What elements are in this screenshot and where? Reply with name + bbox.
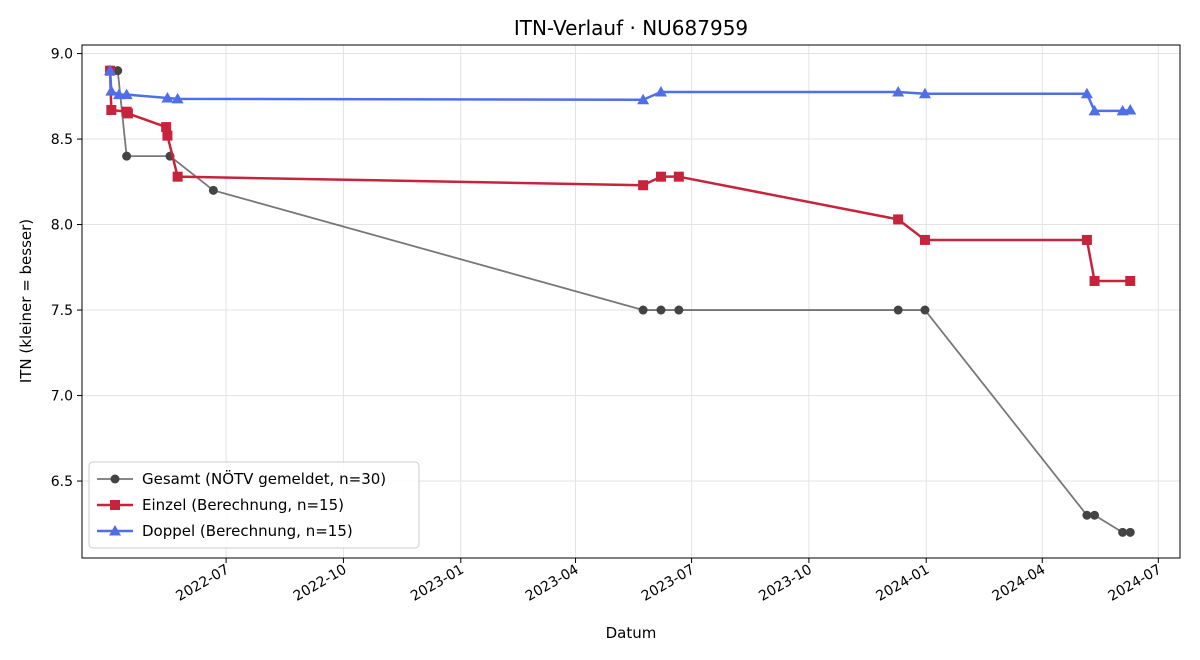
data-point xyxy=(162,130,173,141)
series-line xyxy=(108,70,1131,113)
legend-label: Doppel (Berechnung, n=15) xyxy=(142,522,353,540)
data-point xyxy=(120,88,133,100)
data-point xyxy=(105,85,118,96)
data-point xyxy=(638,180,649,191)
data-point xyxy=(1125,275,1136,286)
x-tick-label: 2022-10 xyxy=(291,562,350,605)
legend: Gesamt (NÖTV gemeldet, n=30) Einzel (Bere… xyxy=(88,461,420,549)
x-tick-label: 2024-07 xyxy=(1106,562,1165,605)
data-point xyxy=(161,92,174,103)
data-point xyxy=(638,305,648,315)
x-tick-label: 2024-01 xyxy=(874,562,933,605)
data-point xyxy=(918,87,931,99)
data-point xyxy=(920,305,930,315)
y-tick-label: 8.5 xyxy=(51,132,73,148)
y-tick-label: 6.5 xyxy=(51,474,73,490)
data-point xyxy=(892,86,905,97)
y-tick-label: 9.0 xyxy=(51,47,73,63)
x-tick-label: 2023-04 xyxy=(523,562,582,605)
data-point xyxy=(656,305,666,315)
data-point xyxy=(113,66,123,76)
y-tick-label: 7.0 xyxy=(51,389,73,405)
data-point xyxy=(1118,527,1128,537)
legend-marker xyxy=(110,500,120,510)
data-point xyxy=(1082,510,1092,520)
data-point xyxy=(1090,510,1100,520)
data-point xyxy=(674,305,684,315)
data-point xyxy=(171,92,184,104)
data-point xyxy=(161,122,172,133)
data-point xyxy=(112,88,125,100)
legend-label: Gesamt (NÖTV gemeldet, n=30) xyxy=(142,469,386,488)
data-point xyxy=(1081,234,1092,245)
series-square xyxy=(105,65,1136,286)
data-point xyxy=(1080,87,1093,99)
data-point xyxy=(893,305,903,315)
series-triangle xyxy=(104,64,1137,116)
legend-marker xyxy=(110,474,120,484)
data-point xyxy=(122,151,132,161)
data-point xyxy=(919,234,930,245)
data-point xyxy=(637,93,650,105)
data-point xyxy=(172,171,183,182)
data-point xyxy=(1089,275,1100,286)
data-point xyxy=(1125,527,1135,537)
chart-title: ITN-Verlauf · NU687959 xyxy=(514,16,748,40)
x-tick-label: 2024-04 xyxy=(990,562,1049,605)
data-point xyxy=(106,104,117,115)
legend-entries: Gesamt (NÖTV gemeldet, n=30) Einzel (Bere… xyxy=(97,469,386,540)
data-point xyxy=(122,108,133,119)
legend-label: Einzel (Berechnung, n=15) xyxy=(142,496,344,514)
x-tick-label: 2023-07 xyxy=(639,562,698,605)
legend-box xyxy=(88,461,420,549)
data-point xyxy=(208,185,218,195)
y-tick-label: 7.5 xyxy=(51,303,73,319)
plot-area-frame xyxy=(81,44,1181,559)
data-series xyxy=(104,64,1137,537)
y-tick-label: 8.0 xyxy=(51,218,73,234)
data-point xyxy=(1088,104,1101,116)
x-axis-title: Datum xyxy=(606,624,657,642)
data-point xyxy=(104,64,117,76)
data-point xyxy=(1124,103,1137,115)
x-tick-label: 2023-01 xyxy=(408,562,467,605)
x-tick-label: 2023-10 xyxy=(756,562,815,605)
data-point xyxy=(673,171,684,182)
data-point xyxy=(654,86,667,97)
data-point xyxy=(655,171,666,182)
legend-marker xyxy=(109,525,121,536)
y-axis-title: ITN (kleiner = besser) xyxy=(17,219,35,383)
data-point xyxy=(893,214,904,225)
grid-lines xyxy=(82,45,1180,558)
series-line xyxy=(108,70,1131,283)
x-tick-label: 2022-07 xyxy=(173,562,232,605)
